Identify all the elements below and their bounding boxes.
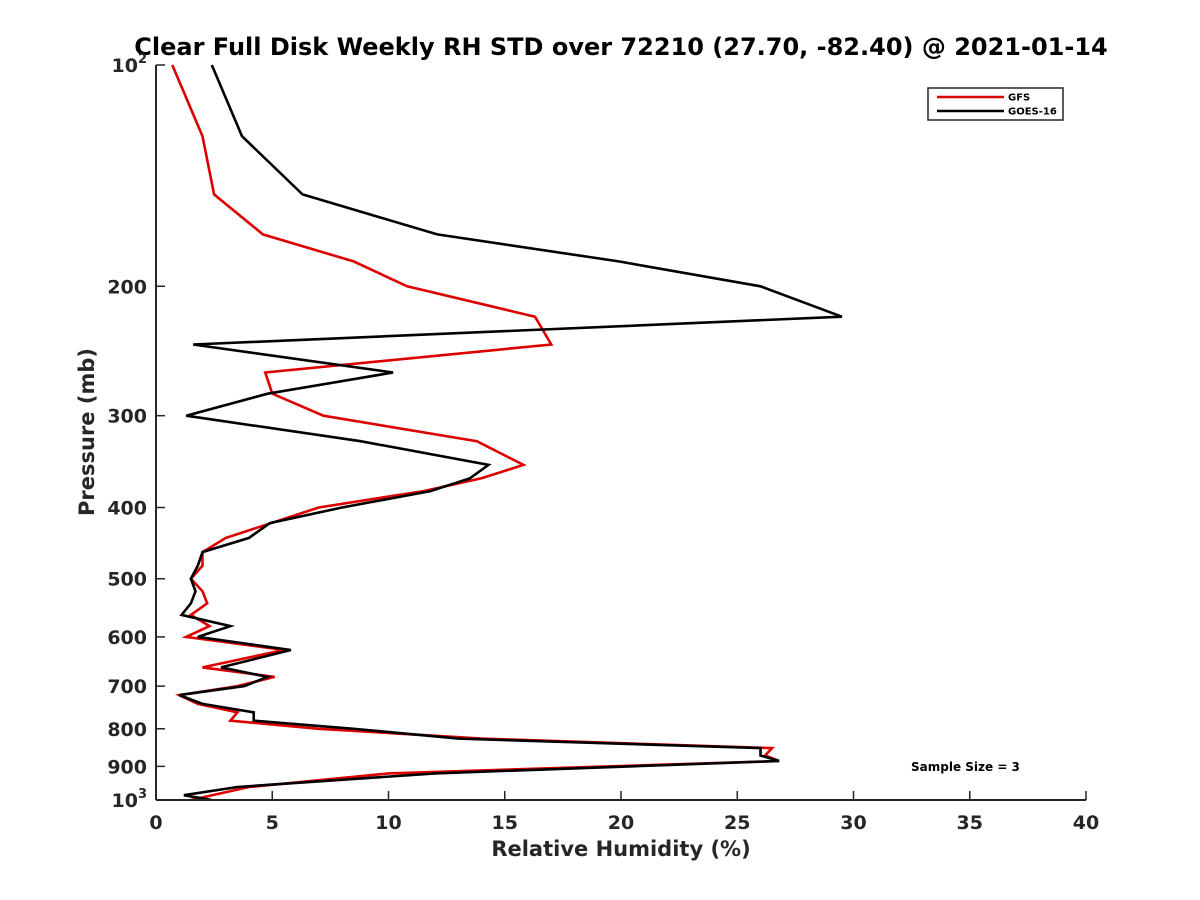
legend: GFS GOES-16	[927, 87, 1064, 121]
y-tick-label: 102	[112, 52, 148, 77]
x-tick-label: 5	[266, 812, 279, 834]
y-tick-label: 500	[107, 569, 147, 591]
y-tick-label: 400	[107, 498, 147, 520]
x-tick-label: 20	[608, 812, 634, 834]
x-tick-label: 35	[957, 812, 983, 834]
y-tick-label: 800	[107, 719, 147, 741]
y-tick-label: 103	[112, 787, 148, 812]
x-tick-label: 0	[149, 812, 162, 834]
y-ticks: 102 200 300 400 500 600 700 800 900 103	[107, 52, 165, 812]
x-tick-label: 25	[724, 812, 750, 834]
series-line-gfs	[171, 64, 780, 802]
legend-label-goes-16: GOES-16	[1008, 107, 1057, 118]
y-tick-label: 600	[107, 627, 147, 649]
x-axis-label: Relative Humidity (%)	[491, 837, 750, 861]
y-tick-label: 300	[107, 406, 147, 428]
y-tick-label: 900	[107, 756, 147, 778]
x-ticks: 0 5 10 15 20 25 30 35 40	[149, 791, 1099, 834]
y-tick-label: 700	[107, 676, 147, 698]
y-axis-label: Pressure (mb)	[75, 348, 99, 516]
series-layer	[171, 64, 843, 802]
sample-size-annotation: Sample Size = 3	[911, 760, 1020, 774]
legend-box	[927, 87, 1064, 121]
x-tick-label: 15	[492, 812, 518, 834]
chart-title: Clear Full Disk Weekly RH STD over 72210…	[134, 33, 1107, 61]
legend-label-gfs: GFS	[1008, 93, 1030, 104]
x-tick-label: 10	[375, 812, 401, 834]
x-tick-label: 40	[1073, 812, 1099, 834]
y-tick-label: 200	[107, 276, 147, 298]
series-line-goes-16	[178, 64, 843, 802]
x-tick-label: 30	[840, 812, 866, 834]
